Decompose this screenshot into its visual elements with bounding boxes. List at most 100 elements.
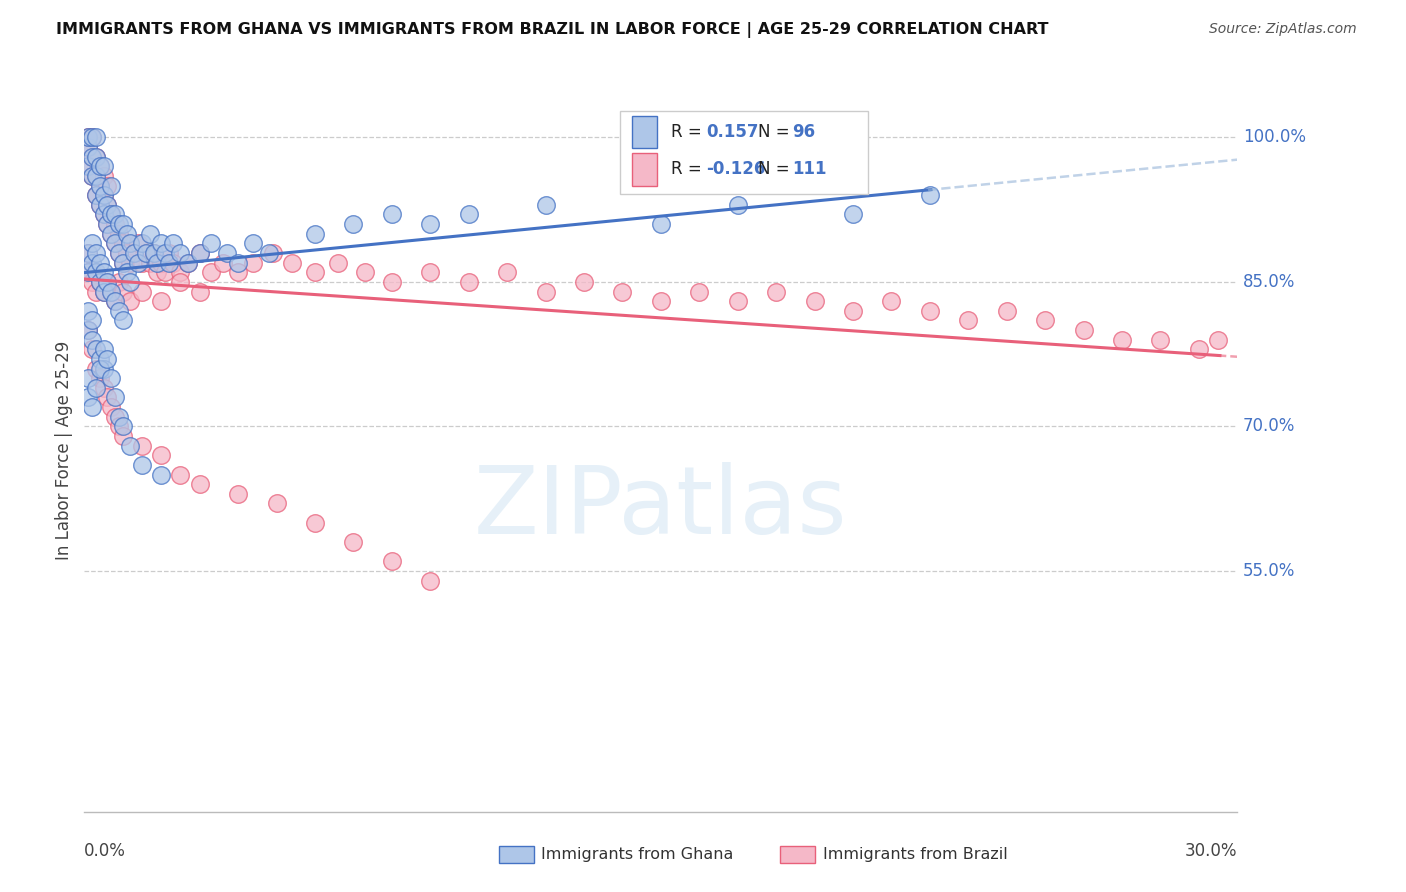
- Point: [80, 400, 103, 414]
- FancyBboxPatch shape: [620, 111, 869, 194]
- Point: [381, 554, 404, 568]
- Point: [326, 255, 349, 269]
- Point: [177, 255, 200, 269]
- Point: [162, 236, 184, 251]
- Point: [89, 275, 111, 289]
- Point: [419, 574, 441, 588]
- Point: [419, 265, 441, 279]
- Point: [115, 246, 138, 260]
- Point: [93, 343, 115, 357]
- Point: [918, 188, 941, 202]
- Text: Immigrants from Brazil: Immigrants from Brazil: [823, 847, 1007, 862]
- Point: [200, 265, 222, 279]
- Point: [108, 303, 131, 318]
- Point: [150, 294, 173, 309]
- Point: [96, 178, 118, 193]
- Point: [108, 246, 131, 260]
- Point: [188, 246, 211, 260]
- Point: [100, 285, 122, 299]
- Point: [104, 294, 127, 309]
- Y-axis label: In Labor Force | Age 25-29: In Labor Force | Age 25-29: [55, 341, 73, 560]
- Point: [226, 255, 249, 269]
- Point: [211, 255, 233, 269]
- Point: [84, 361, 107, 376]
- Point: [153, 265, 176, 279]
- Point: [80, 150, 103, 164]
- Point: [80, 255, 103, 269]
- Point: [918, 303, 941, 318]
- Point: [84, 285, 107, 299]
- Point: [93, 285, 115, 299]
- Point: [77, 130, 100, 145]
- Point: [457, 275, 479, 289]
- Point: [157, 255, 180, 269]
- Point: [100, 227, 122, 241]
- Point: [84, 265, 107, 279]
- FancyBboxPatch shape: [633, 153, 658, 186]
- Text: IMMIGRANTS FROM GHANA VS IMMIGRANTS FROM BRAZIL IN LABOR FORCE | AGE 25-29 CORRE: IMMIGRANTS FROM GHANA VS IMMIGRANTS FROM…: [56, 22, 1049, 38]
- Point: [104, 236, 127, 251]
- Point: [84, 169, 107, 183]
- Point: [77, 246, 100, 260]
- Point: [108, 227, 131, 241]
- Point: [115, 227, 138, 241]
- Point: [96, 275, 118, 289]
- Point: [77, 371, 100, 385]
- Point: [226, 487, 249, 501]
- Point: [80, 343, 103, 357]
- Point: [169, 275, 191, 289]
- Point: [342, 217, 364, 231]
- Point: [80, 169, 103, 183]
- Point: [93, 361, 115, 376]
- Point: [80, 333, 103, 347]
- Point: [215, 246, 238, 260]
- Point: [120, 439, 142, 453]
- Point: [1033, 313, 1056, 327]
- Point: [80, 130, 103, 145]
- Point: [96, 217, 118, 231]
- Point: [188, 285, 211, 299]
- Point: [146, 255, 169, 269]
- Point: [77, 159, 100, 173]
- Point: [104, 391, 127, 405]
- Text: R =: R =: [671, 161, 707, 178]
- Point: [96, 217, 118, 231]
- Point: [169, 246, 191, 260]
- Point: [77, 140, 100, 154]
- Point: [169, 265, 191, 279]
- Text: Source: ZipAtlas.com: Source: ZipAtlas.com: [1209, 22, 1357, 37]
- Point: [84, 265, 107, 279]
- Point: [89, 275, 111, 289]
- Point: [93, 169, 115, 183]
- Point: [419, 217, 441, 231]
- Point: [354, 265, 377, 279]
- Point: [150, 236, 173, 251]
- FancyBboxPatch shape: [633, 116, 658, 148]
- Text: Immigrants from Ghana: Immigrants from Ghana: [541, 847, 734, 862]
- Point: [89, 178, 111, 193]
- Text: ZIPatlas: ZIPatlas: [474, 462, 848, 554]
- Point: [131, 255, 153, 269]
- Point: [138, 255, 160, 269]
- Point: [135, 246, 157, 260]
- Point: [304, 227, 326, 241]
- Point: [111, 217, 134, 231]
- Point: [111, 419, 134, 434]
- Point: [84, 150, 107, 164]
- Point: [77, 140, 100, 154]
- Point: [84, 169, 107, 183]
- Point: [200, 236, 222, 251]
- Point: [77, 303, 100, 318]
- Point: [650, 217, 672, 231]
- Point: [242, 255, 264, 269]
- Point: [727, 198, 749, 212]
- Point: [650, 294, 672, 309]
- Text: R =: R =: [671, 123, 707, 141]
- Point: [89, 361, 111, 376]
- Point: [157, 246, 180, 260]
- Point: [842, 207, 865, 221]
- Point: [104, 294, 127, 309]
- Point: [89, 351, 111, 366]
- Point: [242, 236, 264, 251]
- Point: [120, 255, 142, 269]
